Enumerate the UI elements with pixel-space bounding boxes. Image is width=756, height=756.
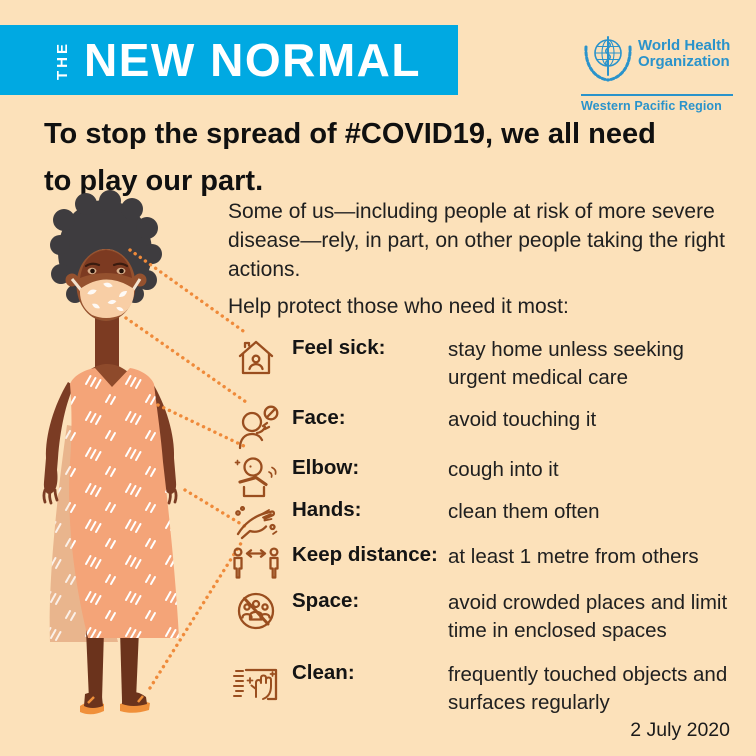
tip-description: stay home unless seeking urgent medical … bbox=[448, 338, 684, 389]
clean-surfaces-icon bbox=[228, 654, 284, 712]
headline-line2: to play our part. bbox=[44, 165, 264, 197]
headline: To stop the spread of #COVID19, we all n… bbox=[44, 111, 716, 205]
banner-title: NEW NORMAL bbox=[84, 34, 421, 86]
tip-description: avoid touching it bbox=[448, 408, 597, 431]
publication-date: 2 July 2020 bbox=[630, 719, 730, 741]
who-logo-divider bbox=[581, 94, 733, 96]
who-emblem-icon bbox=[581, 31, 635, 92]
tip-description: at least 1 metre from others bbox=[448, 545, 699, 568]
no-face-touch-icon bbox=[228, 399, 284, 457]
tip-label: Space: bbox=[292, 589, 360, 612]
protect-heading: Help protect those who need it most: bbox=[228, 295, 569, 318]
tip-description: frequently touched objects and surfaces … bbox=[448, 663, 728, 714]
intro-paragraph: Some of us—including people at risk of m… bbox=[228, 200, 725, 281]
tip-label: Keep distance: bbox=[292, 543, 438, 566]
who-logo-line1: World Health bbox=[638, 37, 731, 54]
banner-the-label: THE bbox=[54, 40, 71, 80]
tip-label: Feel sick: bbox=[292, 336, 386, 359]
tip-label: Clean: bbox=[292, 661, 355, 684]
leader-dotted-lines bbox=[124, 248, 248, 690]
woman-wearing-mask-illustration bbox=[0, 190, 250, 740]
title-banner: THE NEW NORMAL bbox=[0, 25, 458, 95]
who-logo-region: Western Pacific Region bbox=[581, 99, 722, 113]
keep-distance-icon bbox=[228, 536, 284, 594]
tip-description: avoid crowded places and limit time in e… bbox=[448, 591, 728, 642]
cough-elbow-icon bbox=[228, 449, 284, 507]
tip-label: Face: bbox=[292, 406, 346, 429]
tip-description: cough into it bbox=[448, 458, 559, 481]
who-logo: World Health Organization Western Pacifi… bbox=[581, 31, 733, 113]
who-logo-line2: Organization bbox=[638, 53, 730, 70]
wash-hands-icon bbox=[228, 491, 284, 549]
headline-line1: To stop the spread of #COVID19, we all n… bbox=[44, 118, 656, 150]
avoid-crowds-icon bbox=[228, 582, 284, 640]
tip-label: Elbow: bbox=[292, 456, 360, 479]
tip-description: clean them often bbox=[448, 500, 600, 523]
who-logo-name: World Health Organization bbox=[638, 31, 730, 70]
tip-label: Hands: bbox=[292, 498, 362, 521]
stay-home-icon bbox=[228, 329, 284, 387]
